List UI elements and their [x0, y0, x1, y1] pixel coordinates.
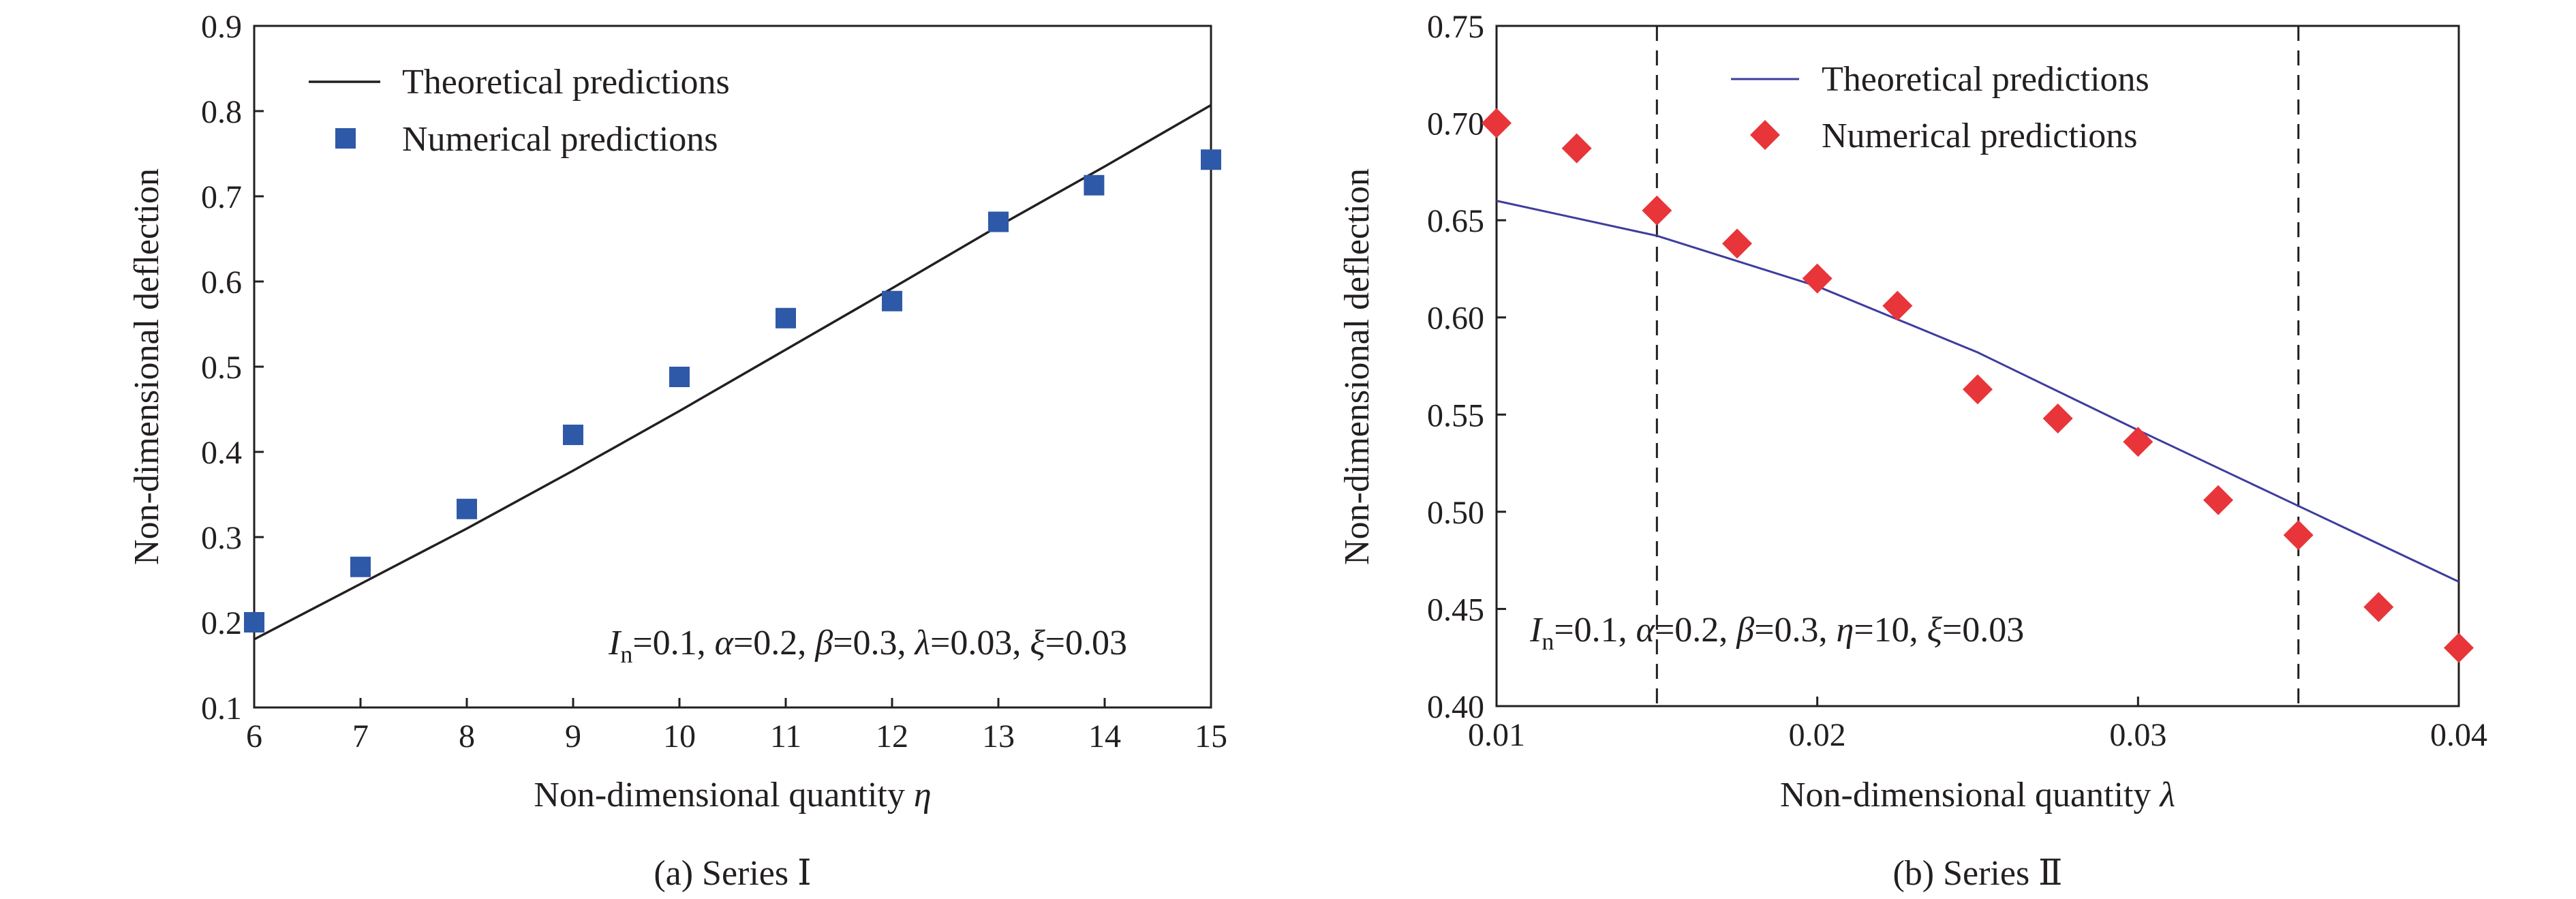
y-tick-label: 0.8	[201, 94, 242, 130]
x-tick-label: 6	[246, 718, 262, 755]
legend-square-swatch-a	[335, 128, 356, 149]
y-axis-label-b: Non-dimensional deflection	[1338, 168, 1377, 565]
data-point-square	[669, 367, 690, 387]
data-point-diamond	[1561, 133, 1592, 164]
y-tick-label: 0.40	[1427, 689, 1484, 725]
y-tick-label: 0.9	[201, 9, 242, 45]
data-point-square	[244, 612, 264, 633]
data-point-square	[563, 425, 583, 445]
x-tick-label: 15	[1195, 718, 1227, 755]
y-tick-label: 0.60	[1427, 301, 1484, 337]
y-tick-label: 0.55	[1427, 397, 1484, 433]
data-point-diamond	[1963, 374, 1993, 405]
theoretical-line-a	[254, 104, 1212, 641]
data-point-diamond	[2283, 520, 2314, 551]
y-tick-label: 0.4	[201, 435, 242, 471]
data-point-diamond	[1642, 195, 1672, 226]
y-tick-label: 0.1	[201, 690, 242, 727]
data-point-diamond	[2363, 592, 2394, 622]
reference-lines-b	[1655, 26, 2300, 706]
x-tick-label: 10	[663, 718, 696, 755]
x-axis-label-b: Non-dimensional quantity λ	[1780, 776, 2175, 814]
data-point-square	[882, 290, 902, 311]
data-point-diamond	[2123, 427, 2153, 457]
data-point-square	[776, 307, 796, 329]
data-point-square	[1084, 174, 1105, 196]
y-tick-label: 0.5	[201, 350, 242, 386]
y-tick-label: 0.3	[201, 520, 242, 556]
caption-b: (b) Series Ⅱ	[1892, 854, 2062, 893]
data-point-square	[350, 556, 371, 577]
y-tick-label: 0.50	[1427, 495, 1484, 531]
data-point-diamond	[1802, 263, 1833, 294]
data-point-diamond	[1882, 290, 1913, 321]
numerical-points-b	[1482, 108, 2474, 663]
y-tick-label: 0.75	[1427, 9, 1484, 45]
caption-a: (a) Series Ⅰ	[654, 854, 811, 893]
y-tick-label: 0.6	[201, 264, 242, 301]
numerical-points-a	[244, 149, 1221, 633]
x-tick-label: 8	[459, 718, 475, 755]
data-point-diamond	[1722, 228, 1752, 259]
x-axis-label-a: Non-dimensional quantity η	[534, 776, 931, 814]
x-tick-label: 0.02	[1789, 717, 1846, 753]
x-tick-label: 0.01	[1468, 717, 1525, 753]
legend-label-numerical-a: Numerical predictions	[402, 120, 718, 159]
y-tick-label: 0.70	[1427, 106, 1484, 142]
data-point-diamond	[2444, 633, 2474, 663]
data-point-diamond	[1482, 108, 1512, 138]
y-tick-label: 0.65	[1427, 203, 1484, 239]
x-tick-label: 13	[982, 718, 1015, 755]
x-tick-label: 12	[876, 718, 908, 755]
x-tick-label: 0.04	[2430, 717, 2487, 753]
ticks-b: 0.01 0.02 0.03 0.04 0.40 0.45 0.50 0.55 0.60 0.65…	[1427, 9, 2487, 753]
legend-label-theoretical-b: Theoretical predictions	[1822, 60, 2149, 99]
data-point-diamond	[2042, 403, 2073, 433]
legend-label-theoretical-a: Theoretical predictions	[402, 63, 730, 102]
panel-a: 6 7 8 9 10 11 12 13 14 15 0.1 0.2 0.3 0.4 0.5 0.6 0.7 0.8…	[127, 9, 1227, 893]
parameter-annotation-b: In=0.1, α=0.2, β=0.3, η=10, ξ=0.03	[1529, 611, 2024, 655]
theoretical-line-b	[1496, 200, 2459, 583]
y-axis-label-a: Non-dimensional deflection	[127, 168, 166, 565]
legend-b: Theoretical predictions Numerical predic…	[1731, 60, 2149, 155]
ticks-a: 6 7 8 9 10 11 12 13 14 15 0.1 0.2 0.3 0.4 0.5 0.6 0.7 0.8…	[201, 9, 1227, 755]
legend-label-numerical-b: Numerical predictions	[1822, 117, 2138, 155]
y-tick-label: 0.45	[1427, 592, 1484, 628]
y-tick-label: 0.7	[201, 179, 242, 215]
legend-diamond-swatch-b	[1750, 120, 1780, 150]
data-point-square	[457, 498, 477, 519]
parameter-annotation-a: In=0.1, α=0.2, β=0.3, λ=0.03, ξ=0.03	[608, 624, 1127, 668]
x-tick-label: 11	[770, 718, 801, 755]
data-point-square	[988, 211, 1009, 232]
legend-a: Theoretical predictions Numerical predic…	[309, 63, 730, 159]
x-tick-label: 9	[565, 718, 581, 755]
x-tick-label: 0.03	[2109, 717, 2166, 753]
plot-frame-b	[1495, 25, 2460, 707]
plot-frame-a	[253, 25, 1212, 709]
panel-b: 0.01 0.02 0.03 0.04 0.40 0.45 0.50 0.55 0.60 0.65…	[1338, 9, 2487, 893]
data-point-diamond	[2203, 485, 2233, 515]
x-tick-label: 14	[1088, 718, 1121, 755]
y-tick-label: 0.2	[201, 605, 242, 641]
data-point-square	[1201, 149, 1221, 170]
x-tick-label: 7	[352, 718, 369, 755]
